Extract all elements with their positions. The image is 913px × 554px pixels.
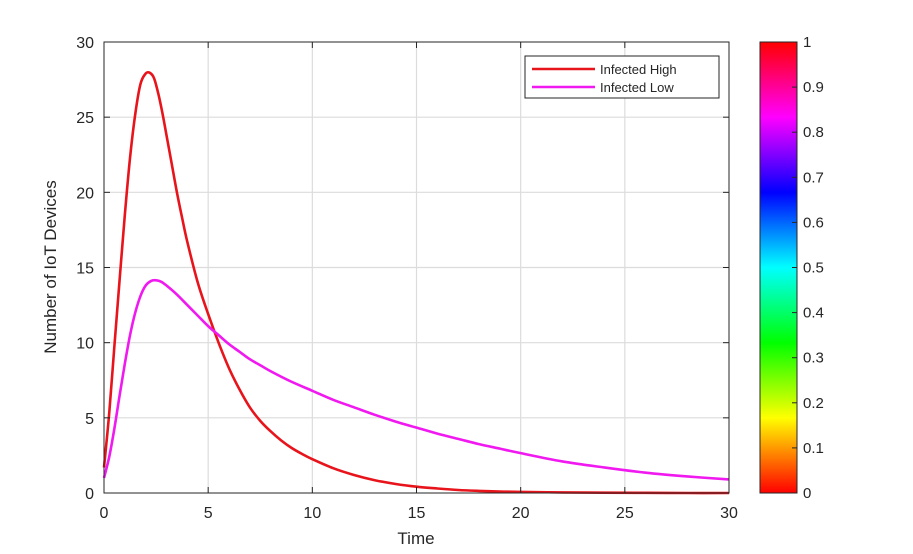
x-tick-label: 5 — [204, 505, 213, 522]
series-line-infected-high — [102, 70, 730, 495]
y-tick-label: 15 — [76, 261, 94, 278]
y-tick-label: 10 — [76, 336, 94, 353]
colorbar-tick-label: 1 — [803, 34, 811, 51]
colorbar-tick-label: 0.5 — [803, 260, 824, 277]
y-tick-label: 20 — [76, 185, 94, 202]
legend-label-infected-high: Infected High — [600, 62, 677, 77]
x-tick-label: 10 — [303, 505, 321, 522]
x-axis-label: Time — [397, 529, 434, 548]
colorbar-tick-label: 0.2 — [803, 395, 824, 412]
x-tick-label: 0 — [100, 505, 109, 522]
y-tick-label: 30 — [76, 35, 94, 52]
colorbar-tick-label: 0.8 — [803, 124, 824, 141]
grid — [104, 42, 729, 493]
x-tick-label: 20 — [512, 505, 530, 522]
colorbar — [759, 41, 798, 494]
colorbar-ticks: 0 0.1 0.2 0.3 0.4 0.5 0.6 0.7 0.8 0.9 1 — [792, 34, 824, 502]
y-axis-label: Number of IoT Devices — [41, 180, 60, 354]
colorbar-tick-label: 0.6 — [803, 214, 824, 231]
colorbar-tick-label: 0.4 — [803, 305, 824, 322]
legend-box — [524, 55, 720, 99]
y-tick-label: 0 — [85, 486, 94, 503]
colorbar-tick-label: 0 — [803, 485, 811, 502]
y-tick-label: 25 — [76, 110, 94, 127]
series-line-infected-low — [102, 278, 730, 481]
legend-label-infected-low: Infected Low — [600, 80, 674, 95]
y-tick-label: 5 — [85, 411, 94, 428]
axis-ticks: 0 5 10 15 20 25 30 0 5 10 15 20 25 30 — [76, 35, 738, 522]
colorbar-tick-label: 0.9 — [803, 79, 824, 96]
legend: Infected High Infected Low — [524, 55, 720, 99]
colorbar-tick-label: 0.1 — [803, 440, 824, 457]
series-lines — [102, 70, 730, 495]
colorbar-tick-label: 0.3 — [803, 350, 824, 367]
colorbar-tick-label: 0.7 — [803, 169, 824, 186]
x-tick-label: 30 — [720, 505, 738, 522]
x-tick-label: 15 — [408, 505, 426, 522]
x-tick-label: 25 — [616, 505, 634, 522]
